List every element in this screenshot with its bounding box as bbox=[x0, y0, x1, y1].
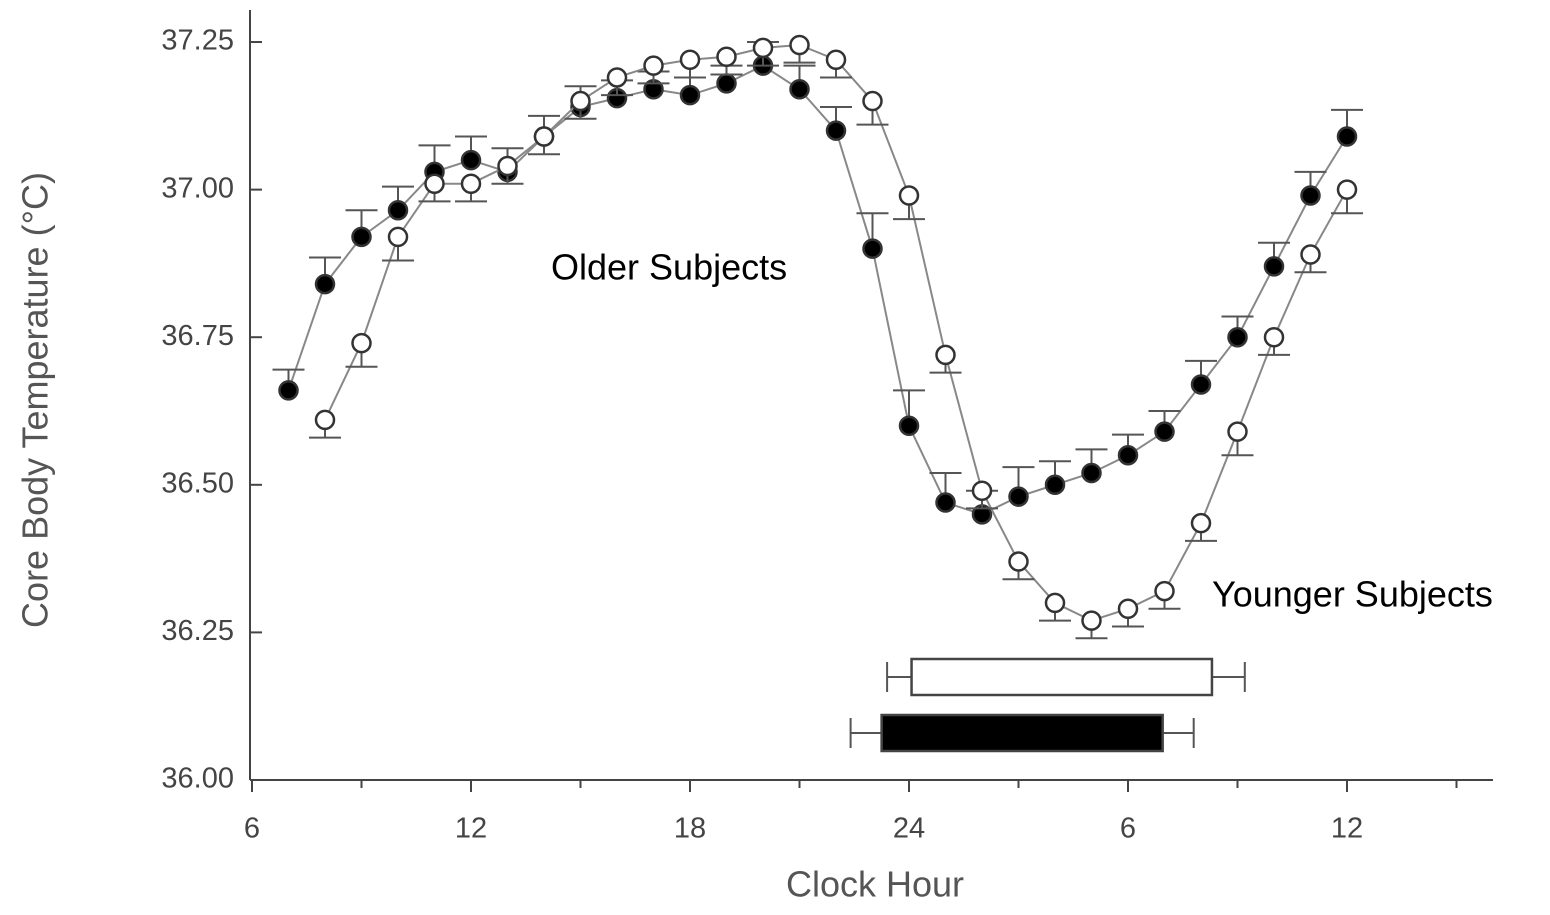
data-point bbox=[716, 73, 737, 94]
y-tick-label: 36.25 bbox=[161, 615, 234, 647]
x-tick-label: 12 bbox=[455, 813, 487, 845]
data-point bbox=[1263, 326, 1285, 348]
data-point bbox=[1263, 256, 1285, 277]
y-tick-label: 36.50 bbox=[161, 467, 234, 499]
y-axis-title: Core Body Temperature (°C) bbox=[15, 172, 56, 628]
y-tick-label: 37.00 bbox=[161, 172, 234, 204]
data-point bbox=[1190, 374, 1212, 395]
data-point bbox=[1300, 244, 1321, 265]
data-point bbox=[643, 55, 664, 76]
data-point bbox=[898, 185, 920, 206]
x-tick-label: 12 bbox=[1331, 813, 1363, 845]
data-point bbox=[1117, 598, 1139, 620]
x-tick-label: 6 bbox=[244, 813, 260, 845]
y-tick-label: 36.75 bbox=[161, 320, 234, 352]
data-point bbox=[1154, 580, 1175, 602]
data-point bbox=[935, 344, 956, 366]
data-point bbox=[789, 34, 810, 56]
data-point bbox=[752, 37, 774, 59]
data-point bbox=[1190, 512, 1212, 534]
data-point bbox=[1336, 179, 1358, 200]
data-point bbox=[1117, 445, 1139, 466]
data-point bbox=[460, 173, 482, 194]
x-tick-label: 6 bbox=[1120, 813, 1136, 845]
data-point bbox=[935, 492, 956, 513]
annotation: Older Subjects bbox=[551, 247, 787, 288]
data-point bbox=[825, 49, 847, 70]
data-point bbox=[898, 415, 920, 437]
data-point bbox=[1044, 592, 1066, 614]
data-point bbox=[1008, 486, 1029, 507]
data-point bbox=[679, 84, 701, 106]
data-point bbox=[1008, 551, 1029, 572]
data-point bbox=[1044, 474, 1066, 496]
data-point bbox=[351, 332, 372, 354]
annotation: Younger Subjects bbox=[1212, 574, 1493, 615]
data-point bbox=[971, 480, 993, 501]
data-point bbox=[1154, 421, 1175, 442]
data-point bbox=[387, 226, 409, 248]
data-point bbox=[825, 120, 847, 141]
x-tick-label: 18 bbox=[674, 813, 706, 845]
data-point bbox=[351, 226, 372, 248]
data-point bbox=[716, 46, 737, 68]
x-tick-label: 24 bbox=[893, 813, 925, 845]
data-point bbox=[570, 90, 591, 112]
data-point bbox=[679, 49, 701, 70]
data-point bbox=[314, 273, 336, 295]
data-point bbox=[387, 200, 409, 221]
data-point bbox=[862, 90, 883, 112]
data-point bbox=[460, 149, 482, 171]
y-tick-label: 37.25 bbox=[161, 25, 234, 57]
data-point bbox=[606, 67, 628, 88]
sleep-bar bbox=[880, 713, 1164, 753]
data-point bbox=[1336, 126, 1358, 147]
sleep-bar bbox=[910, 657, 1214, 697]
data-point bbox=[1081, 462, 1102, 484]
data-point bbox=[1300, 185, 1321, 206]
data-point bbox=[497, 155, 518, 177]
y-tick-label: 36.00 bbox=[161, 763, 234, 795]
data-point bbox=[1227, 326, 1248, 348]
x-axis-title: Clock Hour bbox=[786, 864, 964, 905]
data-point bbox=[424, 173, 445, 194]
series-line bbox=[287, 64, 1348, 516]
data-point bbox=[278, 380, 299, 401]
data-point bbox=[314, 409, 336, 431]
data-point bbox=[789, 79, 810, 100]
data-point bbox=[1081, 610, 1102, 631]
data-point bbox=[1227, 421, 1248, 442]
data-point bbox=[533, 126, 555, 147]
data-point bbox=[862, 238, 883, 259]
